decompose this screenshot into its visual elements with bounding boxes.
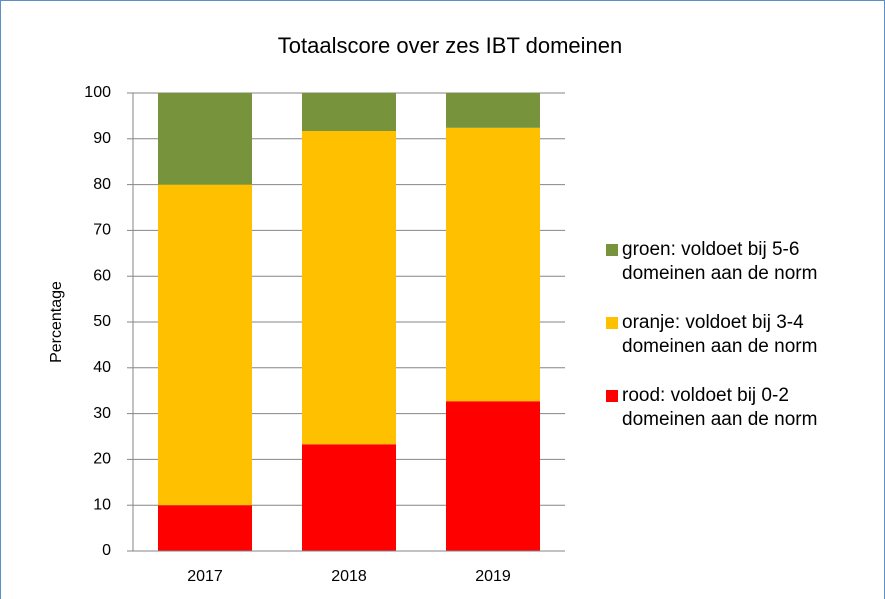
legend-label: groen: voldoet bij 5-6 domeinen aan de n… [622, 239, 818, 284]
bar-segment [446, 93, 540, 128]
y-tick-label: 80 [93, 176, 111, 193]
chart-title: Totaalscore over zes IBT domeinen [278, 33, 622, 58]
legend-entry: groen: voldoet bij 5-6 domeinen aan de n… [606, 238, 876, 286]
x-tick-label: 2019 [475, 568, 511, 585]
legend-swatch [606, 317, 618, 329]
bar-segment [158, 93, 252, 185]
bar-segment [302, 444, 396, 551]
y-tick-label: 70 [93, 222, 111, 239]
bar-segment [446, 127, 540, 402]
y-tick-label: 50 [93, 313, 111, 330]
y-tick-label: 30 [93, 405, 111, 422]
y-tick-label: 60 [93, 267, 111, 284]
legend-entry: oranje: voldoet bij 3-4 domeinen aan de … [606, 311, 876, 359]
bar-segment [158, 184, 252, 506]
bar-segment [446, 401, 540, 551]
y-tick-label: 40 [93, 359, 111, 376]
bar-segment [302, 131, 396, 445]
y-axis-label: Percentage [48, 281, 65, 363]
x-tick-label: 2018 [331, 568, 367, 585]
y-tick-label: 10 [93, 496, 111, 513]
legend: groen: voldoet bij 5-6 domeinen aan de n… [606, 238, 876, 457]
x-tick-label: 2017 [187, 568, 223, 585]
legend-swatch [606, 244, 618, 256]
bar-segment [302, 93, 396, 132]
bar-segment [158, 505, 252, 551]
y-tick-label: 90 [93, 130, 111, 147]
legend-label: rood: voldoet bij 0-2 domeinen aan de no… [622, 385, 818, 430]
y-tick-label: 100 [84, 84, 111, 101]
legend-entry: rood: voldoet bij 0-2 domeinen aan de no… [606, 384, 876, 432]
legend-label: oranje: voldoet bij 3-4 domeinen aan de … [622, 312, 818, 357]
y-tick-label: 20 [93, 451, 111, 468]
legend-swatch [606, 390, 618, 402]
y-tick-label: 0 [102, 542, 111, 559]
